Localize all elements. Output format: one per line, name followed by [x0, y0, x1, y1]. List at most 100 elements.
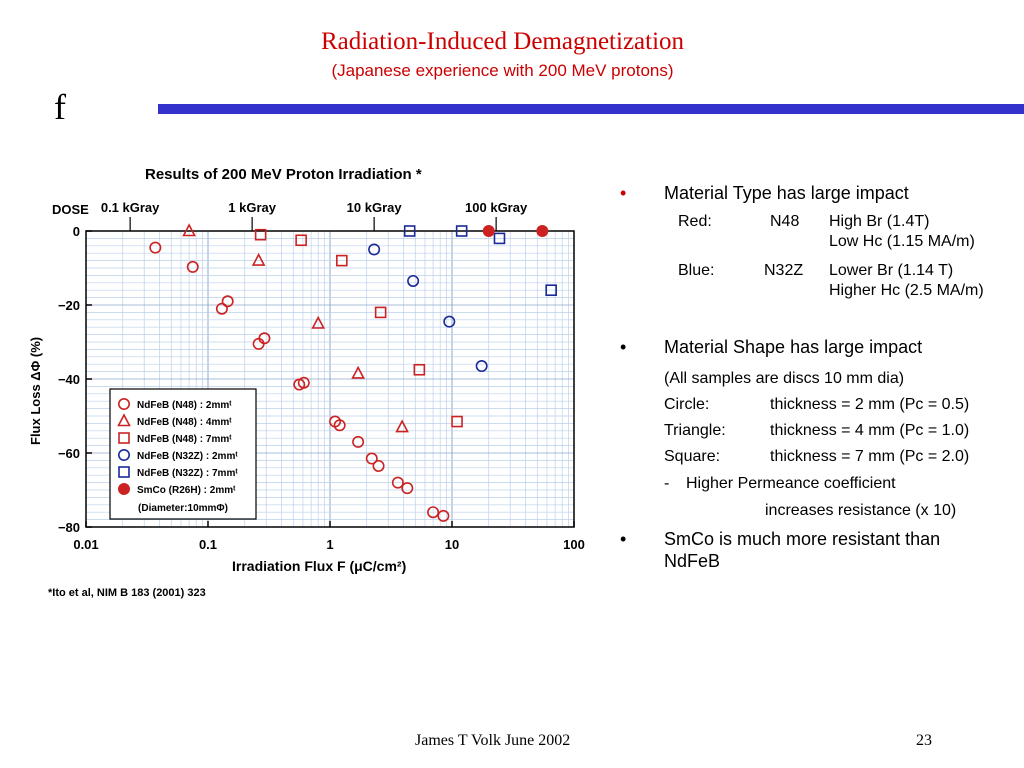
x-tick-label: 100 [563, 537, 585, 552]
data-point-s0 [365, 452, 378, 465]
legend-marker [118, 482, 131, 495]
legend-entry: NdFeB (N48) : 2mmᵗ [137, 400, 232, 411]
legend-box [109, 388, 257, 520]
page-number: 23 [916, 732, 932, 749]
dash-marker: - [664, 475, 670, 492]
red-prop-2: Low Hc (1.15 MA/m) [829, 233, 975, 250]
dose-tick-label: 100 kGray [465, 200, 528, 215]
data-point-s2 [254, 228, 267, 241]
bullet-material-shape: Material Shape has large impact [664, 337, 923, 357]
title-rule [158, 104, 1024, 114]
data-point-s0 [258, 332, 271, 345]
data-point-s0 [333, 419, 346, 432]
bullet-material-type: Material Type has large impact [664, 183, 909, 203]
red-label: Red: [678, 213, 712, 230]
y-tick-label: 0 [73, 224, 80, 239]
blue-prop-2: Higher Hc (2.5 MA/m) [829, 282, 984, 299]
dose-axis: 0.1 kGray 1 kGray 10 kGray 100 kGray [101, 200, 528, 231]
data-point-s5 [536, 225, 549, 238]
chart: Results of 200 MeV Proton Irradiation * … [28, 166, 585, 599]
dose-label: DOSE [52, 202, 89, 217]
data-point-s0 [352, 435, 365, 448]
data-point-s2 [374, 306, 387, 319]
blue-prop-1: Lower Br (1.14 T) [829, 262, 954, 279]
legend-note: (Diameter:10mmΦ) [138, 503, 228, 514]
data-point-s0 [149, 241, 162, 254]
sample-note: (All samples are discs 10 mm dia) [664, 370, 905, 387]
data-marks [149, 223, 557, 522]
permeance-line-1: Higher Permeance coefficient [686, 475, 896, 492]
dose-tick-label: 10 kGray [347, 200, 403, 215]
legend: NdFeB (N48) : 2mmᵗ NdFeB (N48) : 4mmᵗ NdFe… [109, 388, 257, 520]
data-point-s1 [182, 223, 196, 237]
blue-label: Blue: [678, 262, 715, 279]
square-text: thickness = 7 mm (Pc = 2.0) [770, 448, 970, 465]
dose-tick-label: 0.1 kGray [101, 200, 160, 215]
data-point-s4 [455, 225, 468, 237]
data-point-s3 [407, 274, 420, 287]
legend-entry: NdFeB (N48) : 4mmᵗ [137, 417, 232, 428]
data-point-s2 [295, 234, 307, 247]
data-point-s2 [451, 415, 463, 428]
data-point-s4 [545, 284, 557, 296]
blue-grade: N32Z [764, 262, 804, 279]
chart-title: Results of 200 MeV Proton Irradiation * [145, 166, 422, 183]
permeance-line-2: increases resistance (x 10) [765, 502, 957, 519]
y-tick-label: −60 [58, 446, 80, 461]
data-point-s0 [372, 459, 385, 472]
slide-title: Radiation-Induced Demagnetization [320, 28, 685, 55]
x-axis-label: Irradiation Flux F (μC/cm²) [232, 558, 406, 574]
bullet-smco-1: SmCo is much more resistant than [664, 529, 941, 549]
legend-entry: NdFeB (N48) : 7mmᵗ [137, 434, 232, 445]
data-point-s0 [391, 476, 404, 489]
legend-marker [118, 432, 130, 444]
dose-tick-label: 1 kGray [228, 200, 276, 215]
data-point-s3 [475, 360, 488, 373]
red-grade: N48 [770, 213, 800, 230]
data-point-s0 [297, 376, 310, 389]
x-tick-label: 0.01 [73, 537, 98, 552]
bullet-marker-3: • [620, 529, 627, 549]
data-point-s0 [427, 506, 440, 519]
data-point-s0 [221, 295, 234, 308]
circle-label: Circle: [664, 396, 710, 413]
legend-marker [118, 466, 130, 478]
data-point-s2 [336, 254, 348, 267]
triangle-label: Triangle: [664, 422, 726, 439]
data-point-s0 [401, 482, 414, 495]
x-tick-label: 0.1 [199, 537, 217, 552]
data-point-s5 [482, 225, 495, 238]
y-tick-label: −80 [58, 520, 80, 535]
y-tick-label: −40 [58, 372, 80, 387]
y-tick-label: −20 [58, 298, 80, 313]
bullet-smco-2: NdFeB [664, 551, 721, 571]
data-point-s3 [368, 243, 381, 256]
data-point-s1 [311, 315, 325, 329]
legend-entry: NdFeB (N32Z) : 2mmᵗ [137, 451, 238, 462]
legend-entry: SmCo (R26H) : 2mmᵗ [137, 485, 236, 496]
data-point-s0 [186, 260, 199, 273]
data-point-s0 [437, 509, 450, 522]
bullet-marker-2: • [620, 337, 627, 357]
data-point-s1 [251, 252, 266, 266]
circle-text: thickness = 2 mm (Pc = 0.5) [770, 396, 970, 413]
triangle-text: thickness = 4 mm (Pc = 1.0) [770, 422, 970, 439]
data-point-s1 [395, 419, 409, 433]
x-tick-label: 1 [326, 537, 333, 552]
data-point-s4 [403, 225, 416, 237]
square-label: Square: [664, 448, 721, 465]
chart-footnote: *Ito et al, NIM B 183 (2001) 323 [48, 587, 206, 599]
legend-marker [118, 448, 131, 461]
data-point-s4 [493, 232, 506, 245]
legend-marker [118, 398, 131, 411]
data-point-s1 [351, 365, 365, 379]
legend-marker [117, 413, 131, 427]
x-tick-label: 10 [445, 537, 459, 552]
footer-author: James T Volk June 2002 [415, 732, 571, 749]
data-point-s3 [443, 315, 456, 328]
axis-ticks: 0.01 0.1 1 10 100 0 −20 −40 −60 −80 [58, 224, 585, 552]
y-axis-label: Flux Loss ΔΦ (%) [28, 337, 43, 445]
slide-glyph: f [54, 87, 66, 127]
legend-entry: NdFeB (N32Z) : 7mmᵗ [137, 468, 238, 479]
red-prop-1: High Br (1.4T) [829, 213, 930, 230]
